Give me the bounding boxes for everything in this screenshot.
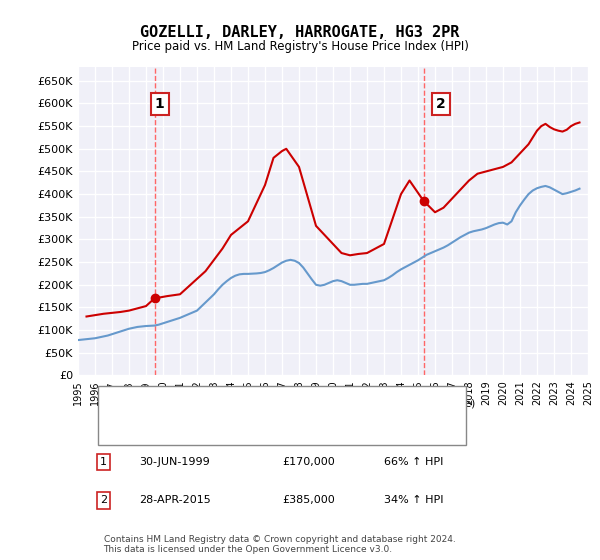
FancyBboxPatch shape [98,386,466,445]
Text: 1: 1 [155,97,164,111]
Text: GOZELLI, DARLEY, HARROGATE, HG3 2PR (detached house): GOZELLI, DARLEY, HARROGATE, HG3 2PR (det… [164,398,475,408]
Text: £170,000: £170,000 [282,457,335,467]
Text: 34% ↑ HPI: 34% ↑ HPI [384,495,443,505]
Text: Contains HM Land Registry data © Crown copyright and database right 2024.
This d: Contains HM Land Registry data © Crown c… [104,535,455,554]
Text: 1: 1 [100,457,107,467]
Text: 66% ↑ HPI: 66% ↑ HPI [384,457,443,467]
Text: Price paid vs. HM Land Registry's House Price Index (HPI): Price paid vs. HM Land Registry's House … [131,40,469,53]
Text: 30-JUN-1999: 30-JUN-1999 [139,457,210,467]
Text: £385,000: £385,000 [282,495,335,505]
Text: 2: 2 [100,495,107,505]
Text: HPI: Average price, detached house, North Yorkshire: HPI: Average price, detached house, Nort… [164,424,437,434]
Text: GOZELLI, DARLEY, HARROGATE, HG3 2PR: GOZELLI, DARLEY, HARROGATE, HG3 2PR [140,25,460,40]
Text: 28-APR-2015: 28-APR-2015 [139,495,211,505]
Text: 2: 2 [436,97,445,111]
